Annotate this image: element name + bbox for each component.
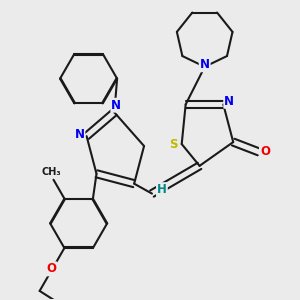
Text: O: O [260, 146, 270, 158]
Text: N: N [74, 128, 85, 141]
Text: N: N [111, 99, 121, 112]
Text: H: H [157, 183, 167, 196]
Text: N: N [224, 95, 234, 108]
Text: O: O [46, 262, 56, 275]
Text: N: N [200, 58, 210, 71]
Text: CH₃: CH₃ [42, 167, 61, 177]
Text: S: S [169, 138, 177, 151]
